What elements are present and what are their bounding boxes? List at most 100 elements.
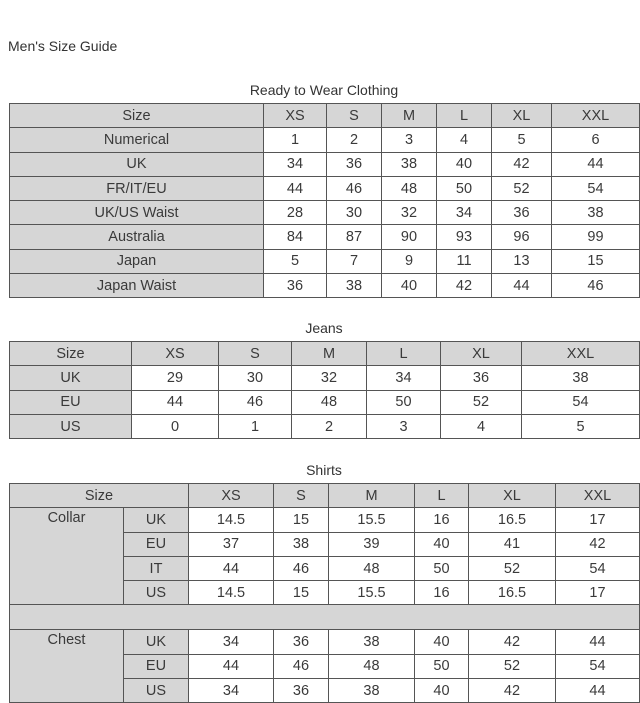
size-value-cell: 42	[468, 678, 556, 703]
region-label: IT	[123, 555, 189, 582]
header-row: Size XS S M L XL XXL	[9, 102, 640, 129]
size-column-header: S	[273, 482, 329, 509]
size-value-cell: 54	[555, 555, 640, 582]
table-row: Collar UK 14.5 15 15.5 16 16.5 17	[9, 507, 640, 606]
size-value-cell: 40	[436, 151, 492, 177]
size-value-cell: 44	[555, 678, 640, 703]
row-label: Japan Waist	[9, 273, 264, 299]
size-value-cell: 28	[263, 200, 327, 226]
group-label: Collar	[9, 507, 124, 606]
table-row: Chest UK 34 36 38 40 42 44	[9, 629, 640, 703]
size-column-header: XL	[468, 482, 556, 509]
size-value-cell: 36	[440, 365, 522, 391]
size-column-header: XL	[440, 340, 522, 367]
size-value-cell: 7	[326, 248, 382, 275]
jeans-caption: Jeans	[305, 320, 343, 336]
size-value-cell: 38	[521, 365, 640, 391]
size-value-cell: 54	[551, 175, 640, 202]
size-value-cell: 9	[381, 248, 437, 275]
size-value-cell: 5	[491, 127, 552, 153]
table-row: US 14.5 15 15.5 16 16.5 17	[10, 580, 640, 606]
table-row: FR/IT/EU 44 46 48 50 52 54	[9, 175, 640, 202]
size-value-cell: 16	[414, 507, 469, 533]
size-value-cell: 44	[188, 555, 274, 582]
size-value-cell: 52	[468, 555, 556, 582]
table-row: Numerical 1 2 3 4 5 6	[9, 127, 640, 153]
size-value-cell: 44	[263, 175, 327, 202]
region-label: UK	[123, 507, 189, 533]
size-value-cell: 44	[491, 273, 552, 299]
size-value-cell: 99	[551, 224, 640, 250]
row-label: Numerical	[9, 127, 264, 153]
table-row: US 0 1 2 3 4 5	[9, 413, 640, 440]
size-value-cell: 5	[263, 248, 327, 275]
size-value-cell: 48	[381, 175, 437, 202]
row-label: Japan	[9, 248, 264, 275]
size-value-cell: 16.5	[468, 580, 556, 606]
size-value-cell: 29	[131, 365, 219, 391]
size-value-cell: 34	[263, 151, 327, 177]
shirts-table: Size XS S M L XL XXL Collar UK 14.5 15 15.5 16 16.5 17…	[9, 482, 640, 703]
table-row: EU 44 46 48 50 52 54	[10, 653, 640, 680]
size-value-cell: 87	[326, 224, 382, 250]
size-value-cell: 15.5	[328, 507, 415, 533]
region-label: US	[123, 678, 189, 703]
group-label: Chest	[9, 629, 124, 703]
size-value-cell: 34	[436, 200, 492, 226]
size-value-cell: 44	[551, 151, 640, 177]
size-column-header: XXL	[555, 482, 640, 509]
size-value-cell: 14.5	[188, 580, 274, 606]
size-value-cell: 38	[273, 531, 329, 557]
header-row: Size XS S M L XL XXL	[9, 482, 640, 509]
size-value-cell: 32	[291, 365, 367, 391]
row-label: Australia	[9, 224, 264, 250]
size-value-cell: 16.5	[468, 507, 556, 533]
size-value-cell: 15	[273, 580, 329, 606]
size-value-cell: 32	[381, 200, 437, 226]
table-row: UK 34 36 38 40 42 44	[9, 151, 640, 177]
size-value-cell: 44	[555, 629, 640, 655]
size-value-cell: 50	[366, 389, 441, 415]
size-value-cell: 46	[218, 389, 292, 415]
size-value-cell: 42	[468, 629, 556, 655]
size-value-cell: 46	[273, 653, 329, 680]
size-column-header: S	[218, 340, 292, 367]
size-value-cell: 15	[551, 248, 640, 275]
row-label: EU	[9, 389, 132, 415]
size-value-cell: 14.5	[188, 507, 274, 533]
size-value-cell: 38	[551, 200, 640, 226]
row-header-label: Size	[9, 102, 264, 129]
size-value-cell: 38	[326, 273, 382, 299]
size-value-cell: 2	[291, 413, 367, 440]
size-value-cell: 38	[328, 678, 415, 703]
ready-to-wear-caption: Ready to Wear Clothing	[249, 82, 399, 98]
size-value-cell: 36	[263, 273, 327, 299]
size-value-cell: 1	[218, 413, 292, 440]
size-value-cell: 2	[326, 127, 382, 153]
size-value-cell: 17	[555, 507, 640, 533]
row-label: FR/IT/EU	[9, 175, 264, 202]
size-value-cell: 3	[381, 127, 437, 153]
size-value-cell: 41	[468, 531, 556, 557]
size-value-cell: 30	[326, 200, 382, 226]
row-label: US	[9, 413, 132, 440]
size-column-header: XS	[188, 482, 274, 509]
size-value-cell: 37	[188, 531, 274, 557]
size-value-cell: 34	[366, 365, 441, 391]
size-value-cell: 15	[273, 507, 329, 533]
size-column-header: S	[326, 102, 382, 129]
size-value-cell: 16	[414, 580, 469, 606]
size-value-cell: 42	[491, 151, 552, 177]
row-label: UK	[9, 365, 132, 391]
separator-cell	[9, 604, 640, 631]
size-column-header: L	[366, 340, 441, 367]
size-value-cell: 15.5	[328, 580, 415, 606]
size-column-header: XXL	[551, 102, 640, 129]
size-value-cell: 34	[188, 629, 274, 655]
size-value-cell: 90	[381, 224, 437, 250]
size-value-cell: 36	[491, 200, 552, 226]
size-value-cell: 46	[273, 555, 329, 582]
size-column-header: M	[381, 102, 437, 129]
size-value-cell: 0	[131, 413, 219, 440]
size-value-cell: 50	[414, 653, 469, 680]
